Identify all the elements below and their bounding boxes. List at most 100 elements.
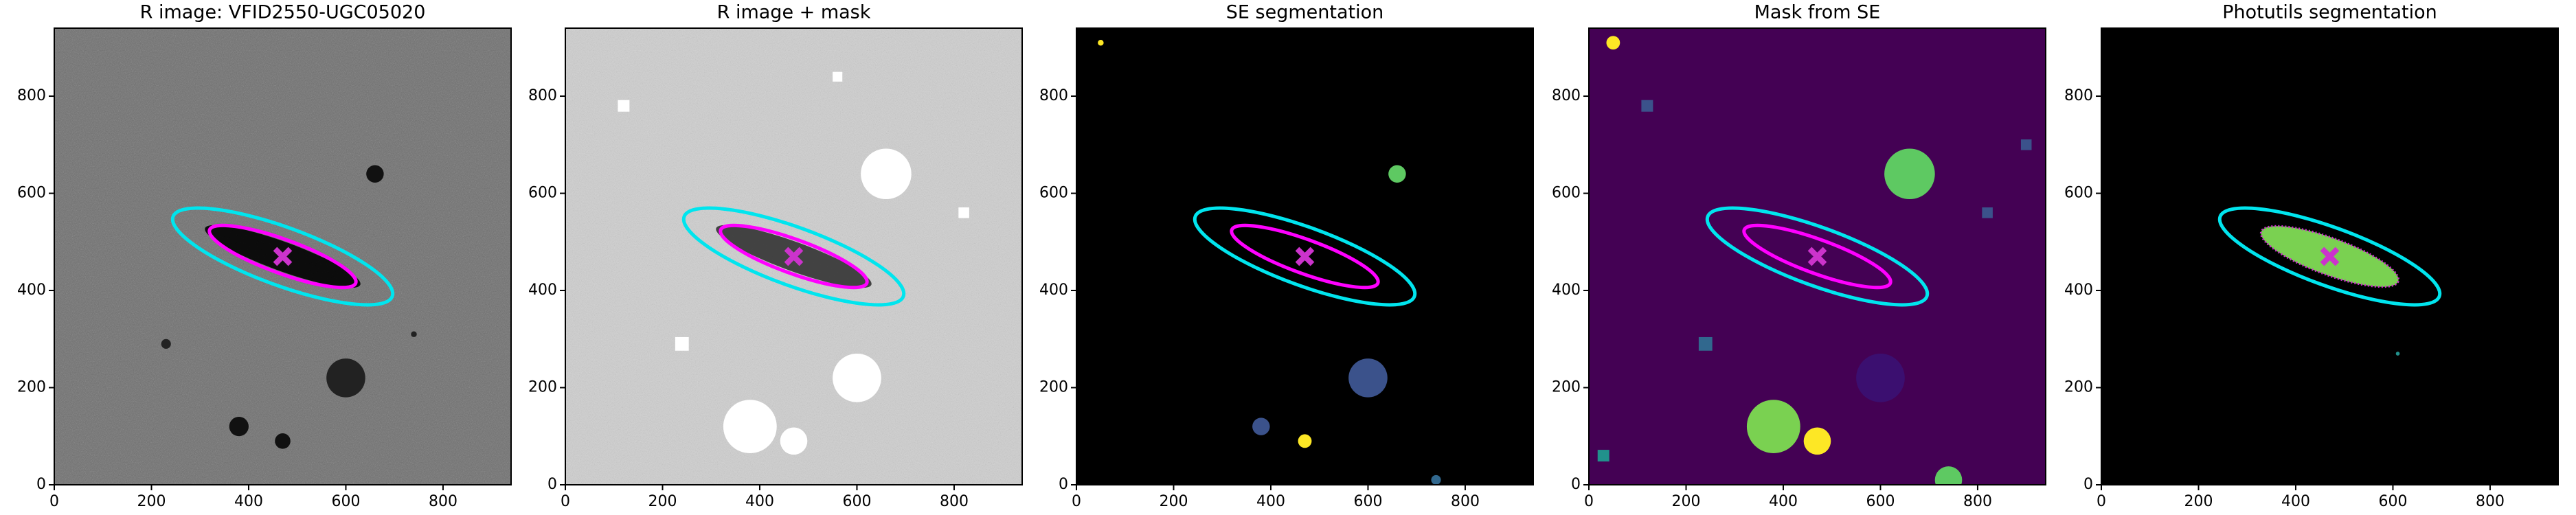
y-tick-label: 200 [1552, 379, 1581, 396]
blob [1606, 36, 1620, 50]
aperture-ellipse [681, 206, 906, 307]
y-tick-label: 200 [1039, 379, 1068, 396]
image-area [1589, 28, 2046, 485]
center-marker [273, 247, 293, 266]
aperture-ellipse [1193, 206, 1417, 307]
center-marker [1295, 247, 1315, 266]
y-tick-label: 800 [2064, 87, 2093, 104]
y-tick-label: 600 [2064, 185, 2093, 202]
y-tick-label: 800 [528, 87, 557, 104]
center-marker [2320, 247, 2340, 266]
x-tick-label: 0 [561, 493, 570, 510]
x-tick-label: 400 [745, 493, 774, 510]
x-tick-label: 400 [1256, 493, 1285, 510]
panel-title: SE segmentation [1226, 2, 1383, 23]
y-tick-label: 400 [17, 282, 46, 299]
y-tick-label: 200 [528, 379, 557, 396]
y-tick-label: 400 [1039, 282, 1068, 299]
blob [1934, 466, 1963, 485]
blob [1348, 358, 1388, 398]
x-tick-label: 200 [648, 493, 677, 510]
blob [1803, 427, 1831, 455]
y-tick-label: 0 [2083, 476, 2093, 493]
blob [723, 400, 777, 454]
blob [326, 358, 365, 398]
panel: Mask from SE 0 200 400 600 800 0 200 400 600 800 [1552, 2, 2046, 510]
x-tick-label: 600 [842, 493, 871, 510]
x-tick-label: 200 [1671, 493, 1700, 510]
panel: SE segmentation 0 200 400 600 800 0 200 400 600 80… [1039, 2, 1534, 510]
panel: R image: VFID2550-UGC05020 0 200 400 600 800 0… [17, 2, 512, 510]
panel-title: R image: VFID2550-UGC05020 [140, 2, 426, 23]
blob [1856, 353, 1905, 402]
aperture-ellipse [1742, 223, 1893, 290]
y-tick-label: 400 [2064, 282, 2093, 299]
blob [411, 331, 417, 337]
x-tick-label: 600 [1866, 493, 1895, 510]
x-tick-label: 0 [49, 493, 59, 510]
mask-square [2020, 139, 2032, 150]
blob [861, 148, 912, 200]
x-tick-label: 600 [331, 493, 360, 510]
y-tick-label: 600 [17, 185, 46, 202]
axes-frame [54, 27, 512, 485]
axes-frame [1588, 27, 2046, 485]
image-area [2101, 28, 2558, 485]
image-area [565, 28, 1022, 485]
mask-square [958, 207, 969, 218]
blob [1252, 417, 1270, 435]
x-tick-label: 800 [1451, 493, 1480, 510]
y-tick-label: 0 [1571, 476, 1581, 493]
aperture-ellipse [2217, 206, 2442, 307]
y-tick-label: 400 [1552, 282, 1581, 299]
panel: Photutils segmentation 0 200 400 600 800 0 200 4… [2064, 2, 2559, 510]
center-marker [1807, 247, 1827, 266]
blob [833, 353, 881, 402]
y-tick-label: 600 [528, 185, 557, 202]
mask-square [1597, 450, 1609, 462]
blob [161, 339, 171, 349]
mask-square [618, 100, 630, 112]
x-tick-label: 400 [1769, 493, 1798, 510]
y-tick-label: 400 [528, 282, 557, 299]
x-tick-label: 800 [1963, 493, 1992, 510]
x-tick-label: 600 [1353, 493, 1382, 510]
y-tick-label: 0 [1059, 476, 1068, 493]
x-tick-label: 200 [137, 493, 166, 510]
y-tick-label: 600 [1039, 185, 1068, 202]
blob [2395, 352, 2400, 356]
x-tick-label: 0 [2097, 493, 2106, 510]
aperture-ellipse [719, 223, 869, 290]
y-tick-label: 0 [547, 476, 557, 493]
y-tick-label: 800 [17, 87, 46, 104]
x-tick-label: 200 [1159, 493, 1188, 510]
mask-square [1982, 207, 1993, 218]
image-area [54, 28, 511, 485]
aperture-ellipse [207, 223, 358, 290]
blob [275, 433, 291, 449]
x-tick-label: 200 [2184, 493, 2213, 510]
x-tick-label: 0 [1584, 493, 1594, 510]
panel: R image + mask 0 200 400 600 800 0 200 400 600 800 [528, 2, 1023, 510]
mask-square [1698, 336, 1713, 351]
x-tick-label: 800 [429, 493, 457, 510]
x-tick-label: 800 [940, 493, 969, 510]
mask-square [1641, 100, 1653, 112]
blob [366, 165, 384, 183]
axes-frame [1076, 27, 1534, 485]
y-tick-label: 800 [1552, 87, 1581, 104]
aperture-ellipse [1230, 223, 1380, 290]
blob [229, 416, 249, 437]
aperture-ellipse [1705, 206, 1930, 307]
blob [780, 427, 808, 455]
mask-square [833, 71, 843, 82]
y-tick-label: 600 [1552, 185, 1581, 202]
blob [1388, 165, 1406, 183]
x-tick-label: 0 [1072, 493, 1081, 510]
aperture-ellipse [170, 206, 395, 307]
x-tick-label: 400 [2281, 493, 2310, 510]
blob [1298, 434, 1312, 448]
panel-title: Mask from SE [1754, 2, 1881, 23]
y-tick-label: 0 [36, 476, 46, 493]
